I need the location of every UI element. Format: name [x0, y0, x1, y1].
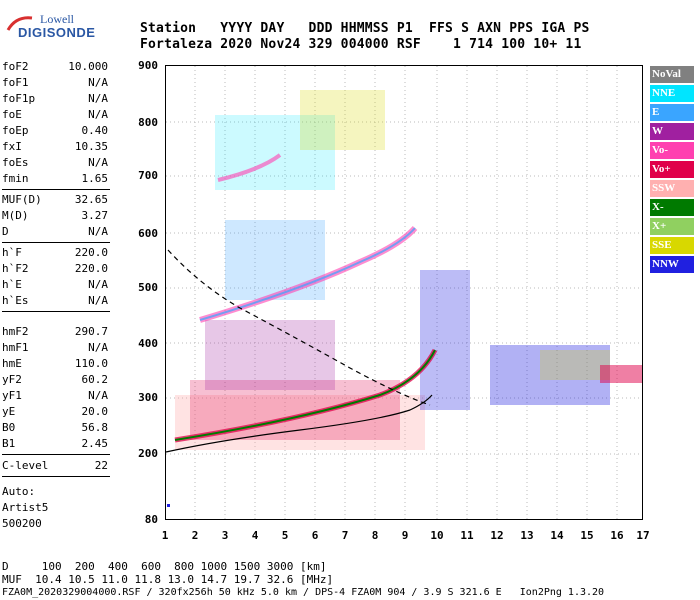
- legend-item: X+: [650, 218, 694, 235]
- param-row: B0 56.8: [2, 421, 108, 434]
- legend-item: X-: [650, 199, 694, 216]
- auto-version: 500200: [2, 517, 42, 530]
- y-tick-label: 300: [138, 391, 158, 404]
- echo-traces: [174, 90, 642, 450]
- logo-text-digisonde: DIGISONDE: [18, 25, 96, 40]
- legend-item: SSE: [650, 237, 694, 254]
- divider: [2, 454, 110, 455]
- x-tick-label: 1: [161, 529, 169, 542]
- y-tick-label: 600: [138, 227, 158, 240]
- param-row: yF1 N/A: [2, 389, 108, 402]
- param-row: fmin 1.65: [2, 172, 108, 185]
- legend-item: SSW: [650, 180, 694, 197]
- x-tick-label: 11: [460, 529, 474, 542]
- auto-method: Artist5: [2, 501, 49, 514]
- param-row: D N/A: [2, 225, 108, 238]
- x-tick-label: 3: [221, 529, 229, 542]
- param-row: yF2 60.2: [2, 373, 108, 386]
- param-row: MUF(D) 32.65: [2, 193, 108, 206]
- x-tick-label: 6: [311, 529, 319, 542]
- param-row: hmF1 N/A: [2, 341, 108, 354]
- param-row: h`Es N/A: [2, 294, 108, 307]
- param-row: foF1p N/A: [2, 92, 108, 105]
- y-tick-label: 400: [138, 337, 158, 350]
- param-row: B1 2.45: [2, 437, 108, 450]
- header-values: Fortaleza 2020 Nov24 329 004000 RSF 1 71…: [140, 37, 582, 52]
- x-tick-label: 8: [371, 529, 379, 542]
- logo-text-lowell: Lowell: [40, 12, 74, 26]
- grid-lines: [166, 66, 642, 519]
- profile-curve: [165, 394, 433, 453]
- param-row: foEp 0.40: [2, 124, 108, 137]
- digisonde-logo: Lowell DIGISONDE: [6, 8, 95, 42]
- x-tick-label: 10: [430, 529, 444, 542]
- param-row: foEs N/A: [2, 156, 108, 169]
- x-tick-label: 12: [490, 529, 504, 542]
- param-row: foF1 N/A: [2, 76, 108, 89]
- y-tick-label: 800: [138, 116, 158, 129]
- muf-row: MUF 10.4 10.5 11.0 11.8 13.0 14.7 19.7 3…: [2, 573, 334, 586]
- y-tick-label: 500: [138, 281, 158, 294]
- legend-item: NNE: [650, 85, 694, 102]
- x-tick-label: 2: [191, 529, 199, 542]
- header-labels: Station YYYY DAY DDD HHMMSS P1 FFS S AXN…: [140, 21, 590, 36]
- x-tick-label: 17: [636, 529, 650, 542]
- param-row: foE N/A: [2, 108, 108, 121]
- y-tick-label: 200: [138, 447, 158, 460]
- legend-item: E: [650, 104, 694, 121]
- y-tick-label: 700: [138, 169, 158, 182]
- x-tick-label: 7: [341, 529, 349, 542]
- legend-item: Vo-: [650, 142, 694, 159]
- param-row: fxI 10.35: [2, 140, 108, 153]
- legend-item: Vo+: [650, 161, 694, 178]
- divider: [2, 189, 110, 190]
- ionogram-plot-area: [165, 65, 643, 520]
- param-row: h`F2 220.0: [2, 262, 108, 275]
- x-tick-label: 5: [281, 529, 289, 542]
- logo-swoosh-icon: [6, 16, 33, 31]
- file-info-row: FZA0M_2020329004000.RSF / 320fx256h 50 k…: [2, 587, 605, 598]
- divider: [2, 311, 110, 312]
- param-row: h`F 220.0: [2, 246, 108, 259]
- clevel-row: C-level 22: [2, 459, 108, 472]
- muf-dashed-curve: [167, 249, 431, 406]
- param-row: hmF2 290.7: [2, 325, 108, 338]
- x-tick-label: 14: [550, 529, 564, 542]
- echo-dot: [167, 504, 170, 507]
- param-row: M(D) 3.27: [2, 209, 108, 222]
- param-row: yE 20.0: [2, 405, 108, 418]
- param-row: foF2 10.000: [2, 60, 108, 73]
- x-tick-label: 4: [251, 529, 259, 542]
- divider: [2, 476, 110, 477]
- x-tick-label: 13: [520, 529, 534, 542]
- auto-label: Auto:: [2, 485, 36, 498]
- param-row: hmE 110.0: [2, 357, 108, 370]
- param-row: h`E N/A: [2, 278, 108, 291]
- x-tick-label: 16: [610, 529, 624, 542]
- x-tick-label: 15: [580, 529, 594, 542]
- legend-item: W: [650, 123, 694, 140]
- legend-item: NNW: [650, 256, 694, 273]
- distance-row: D 100 200 400 600 800 1000 1500 3000 [km…: [2, 560, 327, 573]
- y-tick-label: 900: [138, 59, 158, 72]
- legend-item: NoVal: [650, 66, 694, 83]
- divider: [2, 242, 110, 243]
- y-tick-label: 80: [144, 513, 158, 526]
- x-tick-label: 9: [401, 529, 409, 542]
